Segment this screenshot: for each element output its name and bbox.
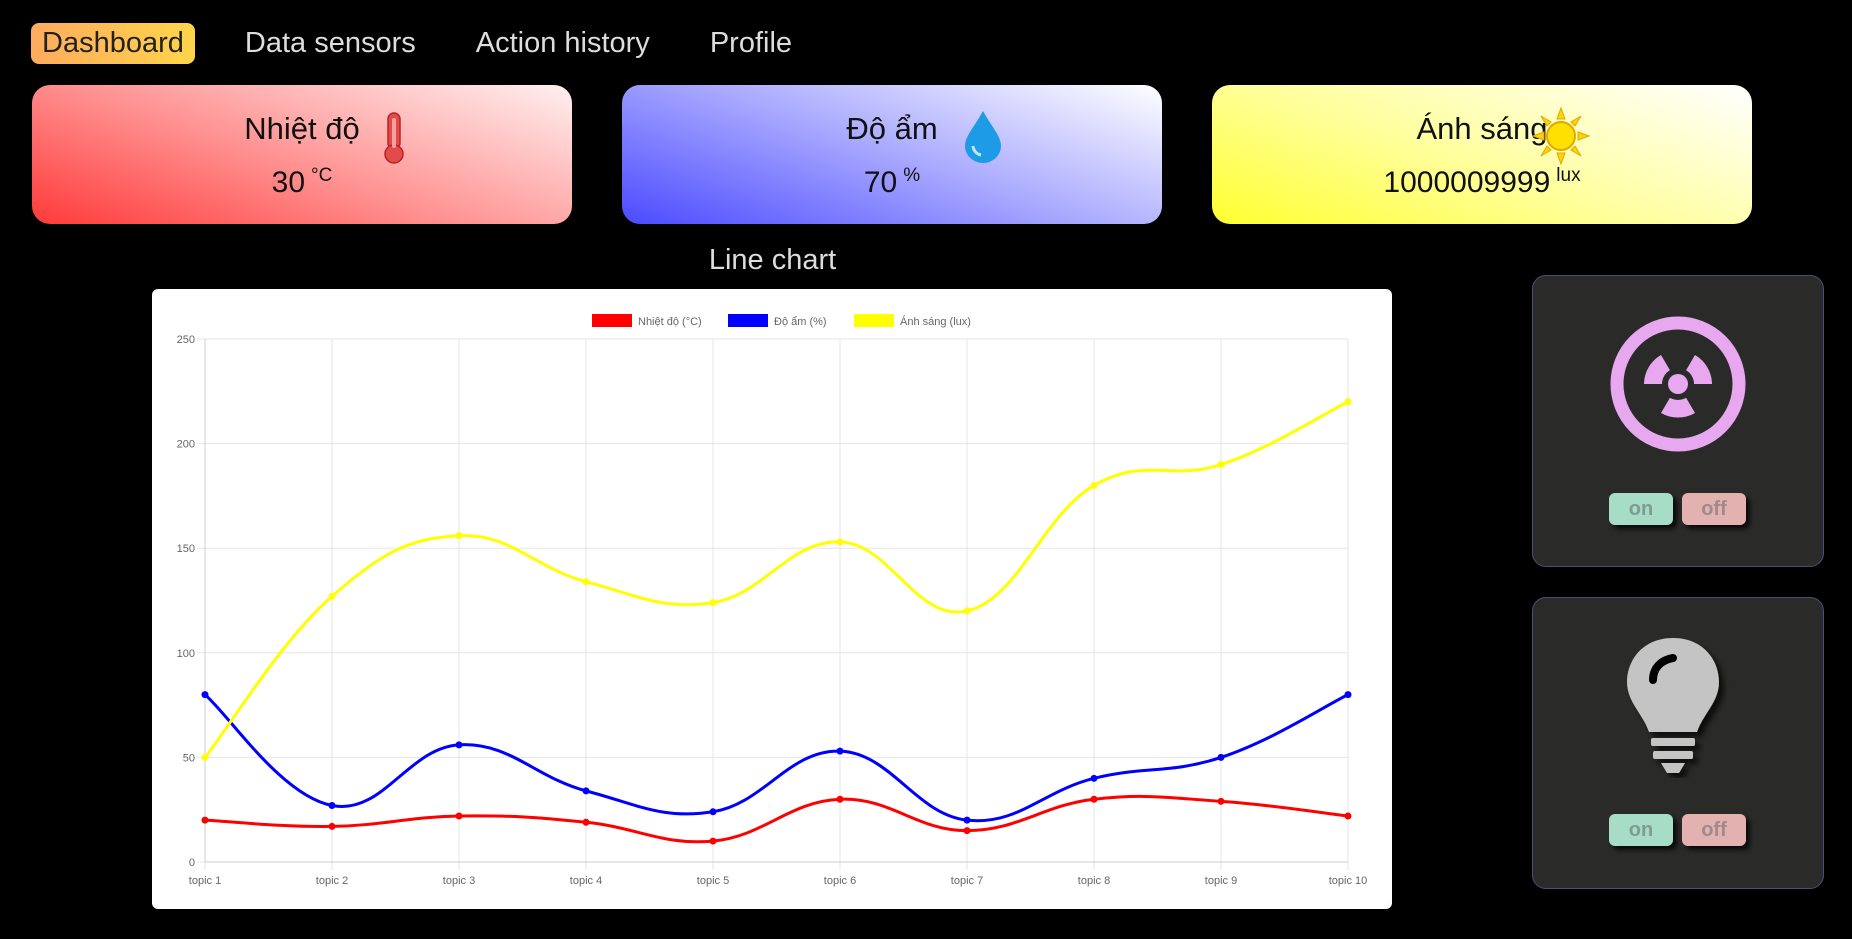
light-title-row: Ánh sáng xyxy=(1212,111,1752,147)
x-tick-label: topic 4 xyxy=(570,875,602,887)
fan-device-panel: on off xyxy=(1532,275,1824,567)
humidity-title: Độ ẩm xyxy=(846,111,938,146)
temperature-unit: °C xyxy=(311,165,333,186)
temperature-title-row: Nhiệt độ xyxy=(32,111,572,147)
legend-label: Ánh sáng (lux) xyxy=(900,315,971,328)
temperature-value: 30 xyxy=(271,166,306,199)
y-tick-label: 150 xyxy=(177,543,195,555)
data-point xyxy=(201,816,209,824)
data-point xyxy=(582,787,590,795)
y-tick-label: 250 xyxy=(177,334,195,346)
data-point xyxy=(709,837,717,845)
x-tick-label: topic 7 xyxy=(951,875,983,887)
chart-title: Line chart xyxy=(708,244,837,276)
x-tick-label: topic 6 xyxy=(824,875,856,887)
data-point xyxy=(1090,795,1098,803)
water-drop-icon xyxy=(965,111,1001,163)
x-tick-label: topic 3 xyxy=(443,875,475,887)
data-point xyxy=(582,578,590,586)
humidity-value: 70 xyxy=(863,166,898,199)
legend-label: Độ ẩm (%) xyxy=(774,316,827,328)
data-point xyxy=(1344,691,1352,699)
legend-swatch xyxy=(592,314,632,327)
light-on-button[interactable]: on xyxy=(1609,814,1673,846)
data-point xyxy=(709,808,717,816)
fan-on-button[interactable]: on xyxy=(1609,493,1673,525)
humidity-title-row: Độ ẩm xyxy=(622,111,1162,147)
temperature-card: Nhiệt độ 30 °C xyxy=(32,85,572,224)
series-line xyxy=(203,400,1349,759)
legend-swatch xyxy=(854,314,894,327)
data-point xyxy=(328,822,336,830)
thermometer-icon xyxy=(384,112,404,164)
light-value: 1000009999 xyxy=(1383,166,1551,199)
data-point xyxy=(201,691,209,699)
data-point xyxy=(1090,481,1098,489)
data-point xyxy=(1090,774,1098,782)
light-unit: lux xyxy=(1556,165,1581,186)
nav-data-sensors[interactable]: Data sensors xyxy=(244,26,416,59)
legend-label: Nhiệt độ (°C) xyxy=(638,316,702,328)
data-point xyxy=(836,795,844,803)
data-point xyxy=(1344,812,1352,820)
line-chart: 0 50 100 150 200 250 topic 1 topic 2 topic 3 topi… xyxy=(177,314,1368,887)
humidity-value-row: 70% xyxy=(622,165,1162,200)
data-point xyxy=(836,747,844,755)
humidity-unit: % xyxy=(903,165,921,186)
data-point xyxy=(1217,797,1225,805)
main-nav: Dashboard Data sensors Action history Pr… xyxy=(31,21,841,65)
temperature-title: Nhiệt độ xyxy=(244,111,360,146)
data-point xyxy=(582,818,590,826)
data-point xyxy=(963,816,971,824)
x-tick-label: topic 8 xyxy=(1078,875,1110,887)
data-point xyxy=(963,827,971,835)
data-point xyxy=(455,532,463,540)
data-point xyxy=(328,592,336,600)
nav-action-history[interactable]: Action history xyxy=(475,26,650,59)
data-point xyxy=(455,741,463,749)
x-tick-label: topic 1 xyxy=(189,875,221,887)
nav-dashboard[interactable]: Dashboard xyxy=(31,22,195,64)
nav-profile[interactable]: Profile xyxy=(709,26,793,59)
y-tick-label: 100 xyxy=(177,648,195,660)
data-point xyxy=(1217,461,1225,469)
series-line xyxy=(204,794,1349,844)
data-point xyxy=(455,812,463,820)
data-point xyxy=(1344,398,1352,406)
humidity-card: Độ ẩm 70% xyxy=(622,85,1162,224)
light-device-panel: on off xyxy=(1532,597,1824,889)
legend-swatch xyxy=(728,314,768,327)
line-chart-container: 0 50 100 150 200 250 topic 1 topic 2 topic 3 topi… xyxy=(152,289,1392,909)
data-point xyxy=(328,802,336,810)
data-point xyxy=(836,538,844,546)
light-card: Ánh sáng 1000009999 lux xyxy=(1212,85,1752,224)
light-bulb-icon xyxy=(1627,638,1719,773)
sun-icon xyxy=(1532,107,1590,165)
fan-off-button[interactable]: off xyxy=(1682,493,1746,525)
light-off-button[interactable]: off xyxy=(1682,814,1746,846)
data-point xyxy=(201,753,209,761)
fan-icon xyxy=(1610,316,1746,452)
data-point xyxy=(963,607,971,615)
light-value-row: 1000009999 lux xyxy=(1212,165,1752,200)
y-tick-label: 0 xyxy=(189,857,195,869)
series-line xyxy=(204,693,1349,823)
x-tick-label: topic 5 xyxy=(697,875,729,887)
light-title: Ánh sáng xyxy=(1416,111,1548,146)
x-tick-label: topic 2 xyxy=(316,875,348,887)
x-tick-label: topic 9 xyxy=(1205,875,1237,887)
data-point xyxy=(1217,753,1225,761)
y-tick-label: 50 xyxy=(183,752,195,764)
y-tick-label: 200 xyxy=(177,439,195,451)
x-tick-label: topic 10 xyxy=(1329,875,1368,887)
data-point xyxy=(709,599,717,607)
temperature-value-row: 30 °C xyxy=(32,165,572,200)
